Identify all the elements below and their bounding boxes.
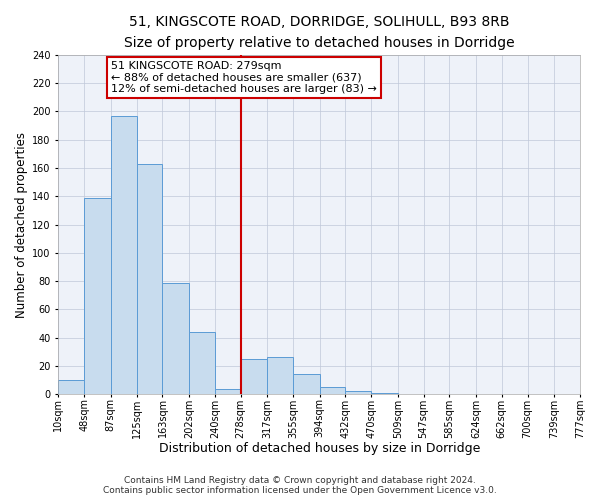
Bar: [84, 198, 111, 394]
Bar: [371, 393, 398, 394]
Text: Contains HM Land Registry data © Crown copyright and database right 2024.
Contai: Contains HM Land Registry data © Crown c…: [103, 476, 497, 495]
Bar: [346, 392, 371, 394]
Text: 51 KINGSCOTE ROAD: 279sqm
← 88% of detached houses are smaller (637)
12% of semi: 51 KINGSCOTE ROAD: 279sqm ← 88% of detac…: [111, 60, 377, 94]
Bar: [241, 359, 267, 394]
Bar: [293, 374, 320, 394]
Bar: [189, 332, 215, 394]
Title: 51, KINGSCOTE ROAD, DORRIDGE, SOLIHULL, B93 8RB
Size of property relative to det: 51, KINGSCOTE ROAD, DORRIDGE, SOLIHULL, …: [124, 15, 515, 50]
Y-axis label: Number of detached properties: Number of detached properties: [15, 132, 28, 318]
Bar: [320, 387, 346, 394]
Bar: [163, 282, 189, 394]
Bar: [58, 380, 84, 394]
Bar: [267, 358, 293, 394]
Bar: [137, 164, 163, 394]
Bar: [215, 388, 241, 394]
X-axis label: Distribution of detached houses by size in Dorridge: Distribution of detached houses by size …: [158, 442, 480, 455]
Bar: [111, 116, 137, 394]
